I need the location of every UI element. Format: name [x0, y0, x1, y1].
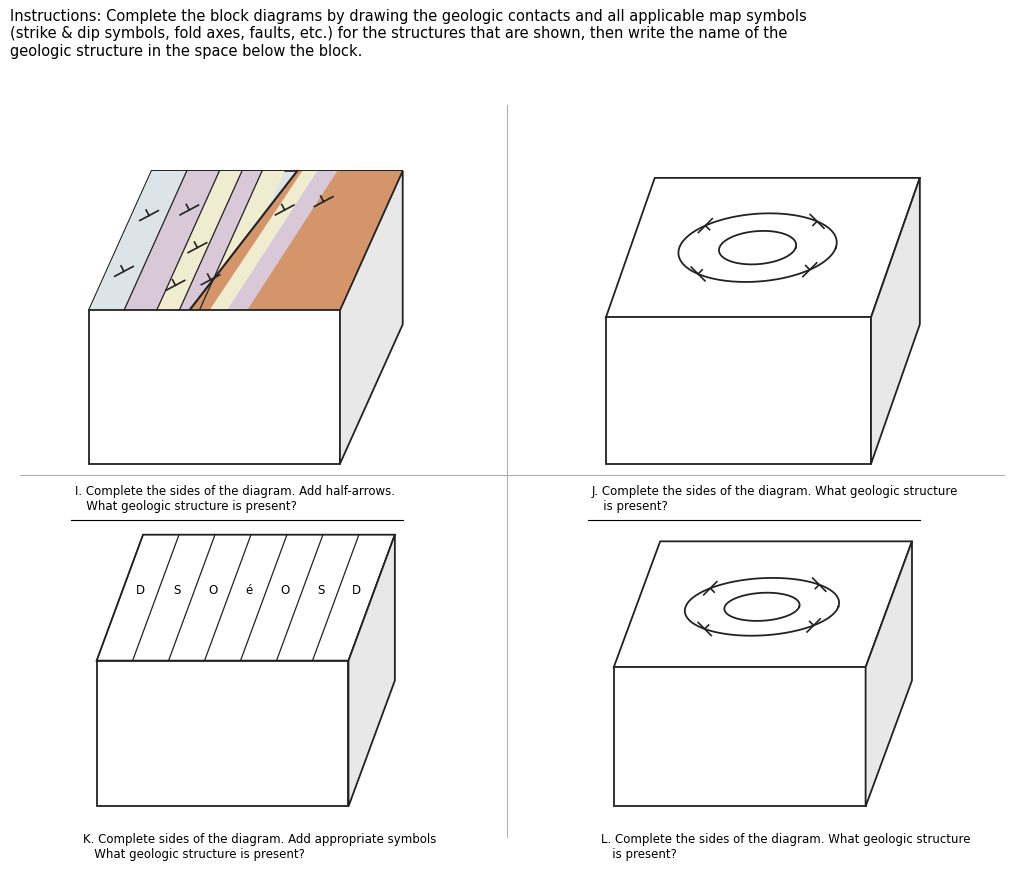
Polygon shape	[227, 171, 338, 310]
Polygon shape	[157, 171, 242, 310]
Polygon shape	[89, 310, 340, 464]
Text: Instructions: Complete the block diagrams by drawing the geologic contacts and a: Instructions: Complete the block diagram…	[10, 9, 807, 58]
Text: S: S	[316, 583, 325, 596]
Polygon shape	[209, 171, 319, 310]
Polygon shape	[865, 542, 912, 807]
Polygon shape	[613, 542, 912, 667]
Polygon shape	[189, 171, 402, 310]
Text: D: D	[136, 583, 145, 596]
Text: D: D	[352, 583, 361, 596]
Polygon shape	[606, 178, 920, 317]
Polygon shape	[89, 171, 402, 310]
Text: J. Complete the sides of the diagram. What geologic structure
   is present?: J. Complete the sides of the diagram. Wh…	[592, 485, 958, 513]
Polygon shape	[340, 171, 402, 464]
Text: é: é	[245, 583, 252, 596]
Polygon shape	[606, 317, 871, 464]
Polygon shape	[348, 535, 395, 807]
Polygon shape	[200, 171, 285, 310]
Text: S: S	[173, 583, 180, 596]
Text: O: O	[280, 583, 289, 596]
Polygon shape	[871, 178, 920, 464]
Text: O: O	[208, 583, 217, 596]
Polygon shape	[613, 667, 865, 807]
Polygon shape	[124, 171, 219, 310]
Text: K. Complete sides of the diagram. Add appropriate symbols
   What geologic struc: K. Complete sides of the diagram. Add ap…	[83, 833, 437, 861]
Polygon shape	[89, 171, 186, 310]
Text: L. Complete the sides of the diagram. What geologic structure
   is present?: L. Complete the sides of the diagram. Wh…	[600, 833, 970, 861]
Polygon shape	[96, 535, 395, 661]
Text: I. Complete the sides of the diagram. Add half-arrows.
   What geologic structur: I. Complete the sides of the diagram. Ad…	[75, 485, 395, 513]
Polygon shape	[96, 661, 348, 807]
Polygon shape	[179, 171, 262, 310]
